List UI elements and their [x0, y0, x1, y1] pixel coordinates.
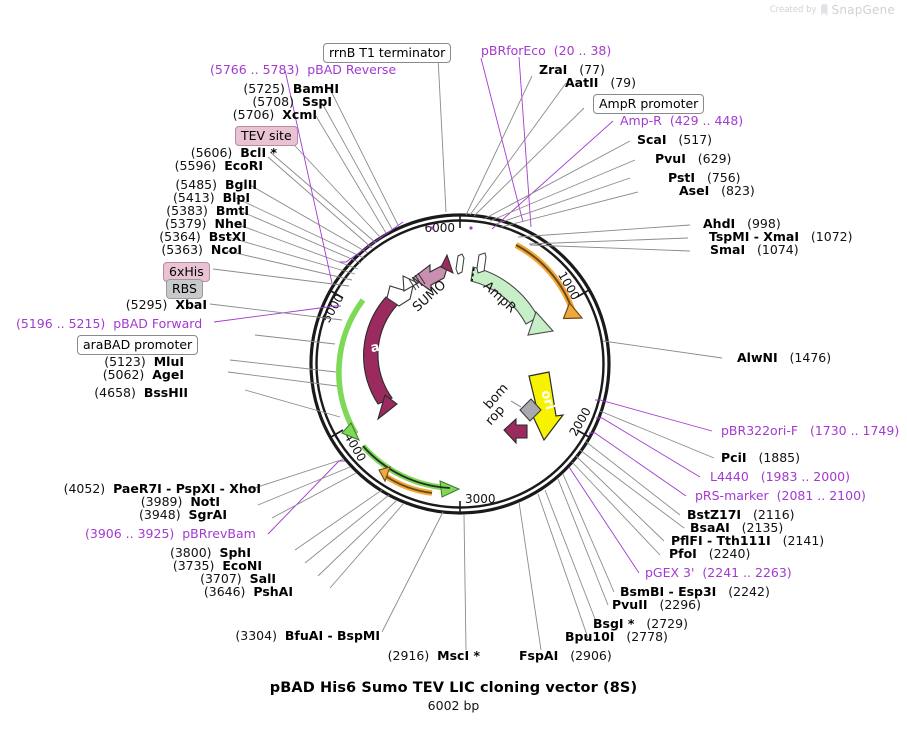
- site-bamhi: (5725) BamHI: [243, 81, 339, 96]
- svg-text:araC: araC: [369, 335, 405, 356]
- svg-text:3000: 3000: [465, 492, 496, 506]
- site-zrai: ZraI (77): [539, 62, 605, 77]
- label-tev-site: TEV site: [235, 126, 298, 146]
- site-alwni: AlwNI (1476): [737, 350, 832, 365]
- snapgene-watermark: Created by SnapGene: [770, 3, 895, 17]
- site-tspmi-xmai: TspMI - XmaI (1072): [709, 229, 853, 244]
- site-psti: PstI (756): [668, 170, 741, 185]
- svg-text:6000: 6000: [424, 221, 455, 235]
- site-bsaai: BsaAI (2135): [690, 520, 784, 535]
- label-ampr-promoter: AmpR promoter: [593, 94, 705, 114]
- watermark-made-by: Created by: [769, 5, 817, 15]
- site-pshai: (3646) PshAI: [203, 584, 293, 599]
- site-bfuai-bspmi: (3304) BfuAI - BspMI: [235, 628, 380, 643]
- svg-text:2000: 2000: [566, 405, 593, 438]
- site-bglii: (5485) BglII: [175, 177, 257, 192]
- primer-pbr322ori-f: pBR322ori-F (1730 .. 1749): [721, 423, 900, 438]
- title-block: pBAD His6 Sumo TEV LIC cloning vector (8…: [0, 680, 907, 713]
- site-noti: (3989) NotI: [140, 494, 220, 509]
- svg-text:ori: ori: [537, 388, 557, 411]
- primer-pbrrevbam: (3906 .. 3925) pBRrevBam: [85, 526, 256, 541]
- primer-pbrforeco: pBRforEco (20 .. 38): [481, 43, 612, 58]
- site-bmti: (5383) BmtI: [166, 203, 249, 218]
- site-bstz17i: BstZ17I (2116): [687, 507, 795, 522]
- site-scai: ScaI (517): [637, 132, 713, 147]
- site-xcmi: (5706) XcmI: [232, 107, 317, 122]
- site-agei: (5062) AgeI: [102, 367, 184, 382]
- page-title: pBAD His6 Sumo TEV LIC cloning vector (8…: [269, 680, 638, 696]
- site-pvuii: PvuII (2296): [612, 597, 702, 612]
- site-mlui: (5123) MluI: [104, 354, 184, 369]
- site-ecori: (5596) EcoRI: [174, 158, 263, 173]
- site-bpu10i: Bpu10I (2778): [565, 629, 668, 644]
- label-rrnb-t1-terminator: rrnB T1 terminator: [323, 43, 452, 63]
- site-nhei: (5379) NheI: [164, 216, 247, 231]
- site-smai: SmaI (1074): [710, 242, 799, 257]
- site-sspi: (5708) SspI: [252, 94, 332, 109]
- site-msci: (2916) MscI *: [387, 648, 480, 663]
- primer-l4440: L4440 (1983 .. 2000): [710, 469, 850, 484]
- primer-prs-marker: pRS-marker (2081 .. 2100): [695, 488, 866, 503]
- feature-sumo: SUMO: [408, 253, 454, 315]
- primer-amp-r: Amp-R (429 .. 448): [620, 113, 744, 128]
- site-aatii: AatII (79): [565, 75, 636, 90]
- primer-pgex-3prime: pGEX 3' (2241 .. 2263): [645, 565, 792, 580]
- site-bsshii: (4658) BssHII: [94, 385, 188, 400]
- site-pfoi: PfoI (2240): [669, 546, 751, 561]
- feature-promoter-arc-2: [360, 444, 461, 498]
- site-fspai: FspAI (2906): [519, 648, 612, 663]
- site-ncoi: (5363) NcoI: [161, 242, 242, 257]
- primer-pbad-forward: (5196 .. 5215) pBAD Forward: [16, 316, 203, 331]
- watermark-brand: SnapGene: [831, 3, 895, 17]
- site-asei: AseI (823): [679, 183, 755, 198]
- site-paer7i-pspxi-xhoi: (4052) PaeR7I - PspXI - XhoI: [63, 481, 261, 496]
- site-bstxi: (5364) BstXI: [159, 229, 246, 244]
- feature-arabad-promoter-arc: [336, 298, 366, 441]
- feature-arac: araC: [363, 296, 405, 421]
- snapgene-bookmark-icon: [820, 4, 828, 16]
- site-bsgi: BsgI * (2729): [593, 616, 688, 631]
- feature-ori: ori: [528, 371, 565, 442]
- site-sali: (3707) SalI: [200, 571, 276, 586]
- site-econi: (3735) EcoNI: [172, 558, 262, 573]
- feature-rrnb-t1-terminator: [514, 242, 584, 320]
- site-bcli: (5606) BclI *: [190, 145, 277, 160]
- plasmid-size: 6002 bp: [427, 698, 480, 713]
- site-pcii: PciI (1885): [721, 450, 801, 465]
- site-xbai: (5295) XbaI: [125, 297, 207, 312]
- primer-pbad-reverse: (5766 .. 5783) pBAD Reverse: [210, 62, 397, 77]
- label-rbs: RBS: [166, 279, 203, 299]
- site-sphi: (3800) SphI: [169, 545, 251, 560]
- site-ahdi: AhdI (998): [703, 216, 781, 231]
- feature-white-arrow-arac: [386, 275, 420, 307]
- leader-lines: [209, 56, 723, 651]
- site-blpi: (5413) BlpI: [173, 190, 250, 205]
- site-sgrai: (3948) SgrAI: [139, 507, 227, 522]
- site-bsmbi-esp3i: BsmBI - Esp3I (2242): [620, 584, 770, 599]
- site-pflfi-tth111i: PflFI - Tth111I (2141): [671, 533, 825, 548]
- feature-ampr: AmpR: [470, 266, 555, 336]
- label-arabad-promoter: araBAD promoter: [77, 335, 199, 355]
- feature-terminator-arc-2: [378, 466, 433, 496]
- feature-small-outlines: [455, 252, 487, 275]
- site-pvui: PvuI (629): [655, 151, 732, 166]
